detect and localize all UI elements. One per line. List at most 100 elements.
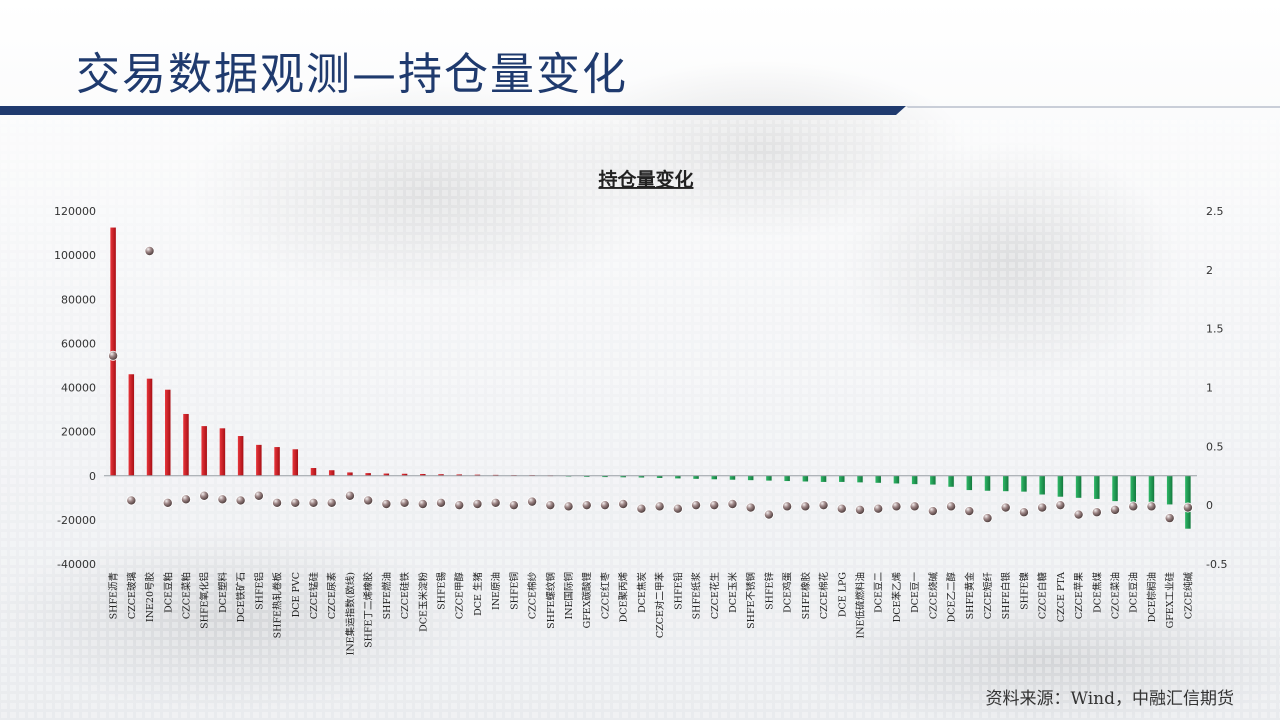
bar (1002, 475, 1009, 492)
right-tick-label: 2 (1206, 264, 1213, 277)
scatter-point (909, 501, 920, 512)
category-label: DCE PVC (291, 572, 302, 617)
category-label: DCE玉米淀粉 (417, 572, 429, 632)
chart-title: 持仓量变化 (598, 168, 693, 191)
left-tick-label: 60000 (61, 337, 96, 350)
scatter-point (618, 498, 629, 509)
category-label: DCE乙二醇 (946, 572, 958, 623)
scatter-point (836, 503, 847, 514)
scatter-point (782, 501, 793, 512)
scatter-point (1000, 502, 1011, 513)
title-underline-bar (0, 106, 1280, 115)
category-label: CZCE棉纱 (527, 572, 539, 620)
scatter-point (636, 503, 647, 514)
category-label: DCE鸡蛋 (782, 572, 794, 613)
category-label: DCE豆二 (874, 572, 885, 613)
category-label: DCE苯乙烯 (891, 572, 903, 623)
scatter-point (308, 497, 319, 508)
category-label: SHFE燃油 (381, 572, 393, 619)
scatter-point (964, 506, 975, 517)
bar (766, 475, 772, 481)
category-label: DCE焦炭 (636, 572, 648, 613)
scatter-point (290, 497, 301, 508)
scatter-point (253, 490, 264, 501)
bar (365, 473, 371, 476)
scatter-point (745, 502, 756, 513)
category-label: CZCE甲醇 (454, 572, 466, 620)
scatter-point (1128, 501, 1139, 512)
category-label: CZCE短纤 (982, 572, 994, 620)
category-label: DCE豆一 (910, 572, 921, 613)
bar (1185, 475, 1191, 529)
right-tick-label: 1 (1206, 382, 1213, 395)
scatter-point (854, 504, 865, 515)
scatter-point (1037, 502, 1048, 513)
category-label: CZCE菜油 (1110, 572, 1122, 619)
bar (1075, 475, 1082, 498)
category-label: SHFE纸浆 (691, 572, 703, 620)
bar (839, 475, 845, 482)
scatter-series (108, 246, 1193, 524)
bar (911, 475, 918, 485)
bar (383, 473, 390, 476)
bar (583, 475, 590, 477)
scatter-point (344, 490, 355, 501)
scatter-point (472, 498, 483, 509)
category-label: CZCE烧碱 (927, 572, 939, 620)
scatter-point (108, 350, 119, 361)
left-tick-label: 100000 (54, 249, 96, 262)
category-label: GFEX碳酸锂 (581, 572, 593, 629)
scatter-point (417, 498, 428, 509)
scatter-point (1073, 509, 1084, 520)
category-label: DCE焦煤 (1091, 572, 1103, 613)
category-label: DCE豆粕 (162, 572, 174, 613)
category-label: CZCE白糖 (1037, 572, 1049, 620)
category-label: GFEX工业硅 (1164, 572, 1176, 629)
category-label: DCE铁矿石 (235, 572, 247, 622)
bar (857, 475, 863, 483)
scatter-point (180, 494, 191, 505)
category-label: SHFE锡 (436, 572, 448, 610)
scatter-point (818, 500, 829, 511)
bar (602, 475, 608, 478)
bar (1057, 475, 1064, 497)
scatter-point (363, 495, 374, 506)
bar (802, 475, 809, 482)
scatter-point (272, 497, 283, 508)
bar (1166, 475, 1173, 505)
scatter-point (1091, 507, 1102, 518)
left-tick-label: 120000 (54, 205, 96, 218)
bar (893, 475, 900, 484)
bar (420, 473, 426, 476)
scatter-point (508, 500, 519, 511)
scatter-point (654, 501, 665, 512)
bar (638, 475, 645, 478)
scatter-point (927, 506, 938, 517)
category-label: DCE棕榈油 (1146, 572, 1158, 622)
category-label: DCE 生猪 (472, 572, 484, 616)
bar (1148, 475, 1155, 504)
right-tick-label: 2.5 (1206, 205, 1224, 218)
scatter-point (599, 500, 610, 511)
scatter-point (1164, 513, 1175, 524)
bar (784, 475, 790, 482)
scatter-point (1018, 507, 1029, 518)
bar (201, 426, 207, 476)
scatter-point (709, 500, 720, 511)
scatter-point (982, 513, 993, 524)
bar (620, 475, 626, 478)
scatter-point (235, 495, 246, 506)
bar (165, 389, 171, 476)
bar (347, 472, 353, 476)
scatter-point (563, 501, 574, 512)
category-label: SHFE丁二烯橡胶 (363, 572, 375, 648)
scatter-point (800, 501, 811, 512)
scatter-point (672, 503, 683, 514)
right-tick-label: 0.5 (1206, 440, 1224, 453)
category-label: DCE豆油 (1128, 572, 1140, 613)
scatter-point (1055, 500, 1066, 511)
bar (1130, 475, 1136, 503)
scatter-point (1182, 502, 1193, 513)
bar (146, 378, 153, 476)
